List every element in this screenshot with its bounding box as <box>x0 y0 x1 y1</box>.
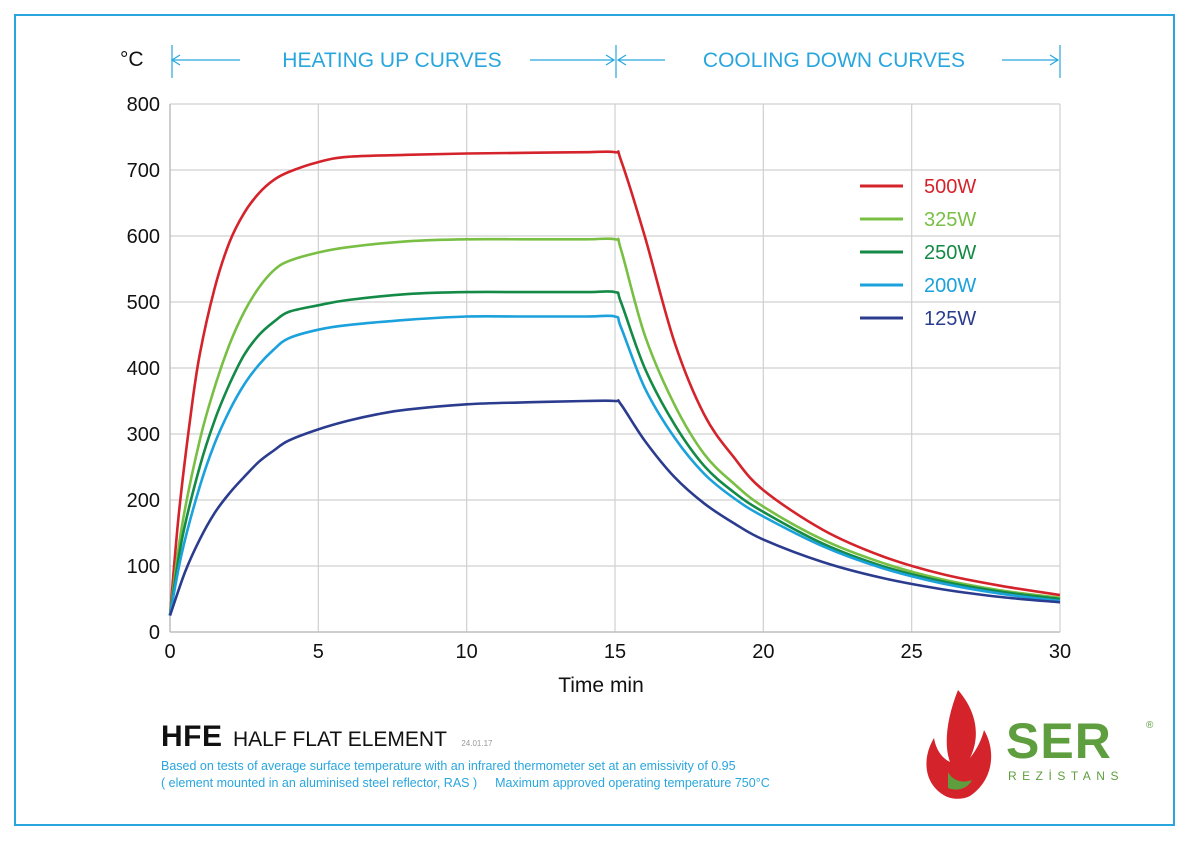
legend-label-325W: 325W <box>924 209 976 231</box>
y-tick-500: 500 <box>127 292 160 314</box>
series-lines <box>168 150 1061 616</box>
y-tick-700: 700 <box>127 160 160 182</box>
ser-rezistans-logo: SER ® REZİSTANS <box>926 690 1154 799</box>
axes <box>169 104 1060 633</box>
test-note-line1: Based on tests of average surface temper… <box>161 759 736 773</box>
flame-icon <box>926 690 992 799</box>
x-tick-10: 10 <box>456 641 478 663</box>
y-unit-label: °C <box>120 48 144 71</box>
x-tick-15: 15 <box>604 641 626 663</box>
y-tick-600: 600 <box>127 226 160 248</box>
series-line-200W <box>168 314 1061 616</box>
series-line-125W <box>168 399 1061 616</box>
product-code: HFE <box>161 720 223 753</box>
revision-date: 24.01.17 <box>461 739 493 748</box>
y-tick-800: 800 <box>127 94 160 116</box>
y-tick-200: 200 <box>127 490 160 512</box>
heating-curves-label: HEATING UP CURVES <box>282 49 501 72</box>
x-tick-20: 20 <box>752 641 774 663</box>
y-tick-100: 100 <box>127 556 160 578</box>
legend-label-500W: 500W <box>924 176 976 198</box>
legend: 500W 325W 250W 200W 125W <box>860 176 976 330</box>
series-line-325W <box>168 237 1061 616</box>
max-temp-note: Maximum approved operating temperature 7… <box>495 776 770 790</box>
x-tick-0: 0 <box>164 641 175 663</box>
logo-brand: SER <box>1006 713 1112 769</box>
y-tick-0: 0 <box>149 622 160 644</box>
y-tick-400: 400 <box>127 358 160 380</box>
page-frame <box>14 14 1175 826</box>
x-tick-25: 25 <box>901 641 923 663</box>
legend-label-125W: 125W <box>924 308 976 330</box>
y-tick-300: 300 <box>127 424 160 446</box>
grid-lines <box>170 103 1061 632</box>
cooling-curves-label: COOLING DOWN CURVES <box>703 49 965 72</box>
x-tick-30: 30 <box>1049 641 1071 663</box>
series-line-500W <box>168 150 1061 616</box>
product-title: HFE HALF FLAT ELEMENT 24.01.17 <box>161 720 492 754</box>
x-axis-label: Time min <box>558 674 644 697</box>
reflector-note: ( element mounted in an aluminised steel… <box>161 776 478 790</box>
test-note-line2: ( element mounted in an aluminised steel… <box>161 776 770 790</box>
legend-label-200W: 200W <box>924 275 976 297</box>
cooling-range-arrow <box>616 45 1061 78</box>
product-name: HALF FLAT ELEMENT <box>232 728 447 751</box>
x-tick-5: 5 <box>313 641 324 663</box>
heating-range-arrow <box>170 45 617 78</box>
logo-registered: ® <box>1146 720 1154 731</box>
logo-subtitle: REZİSTANS <box>1008 769 1124 783</box>
series-line-250W <box>168 290 1061 616</box>
legend-label-250W: 250W <box>924 242 976 264</box>
